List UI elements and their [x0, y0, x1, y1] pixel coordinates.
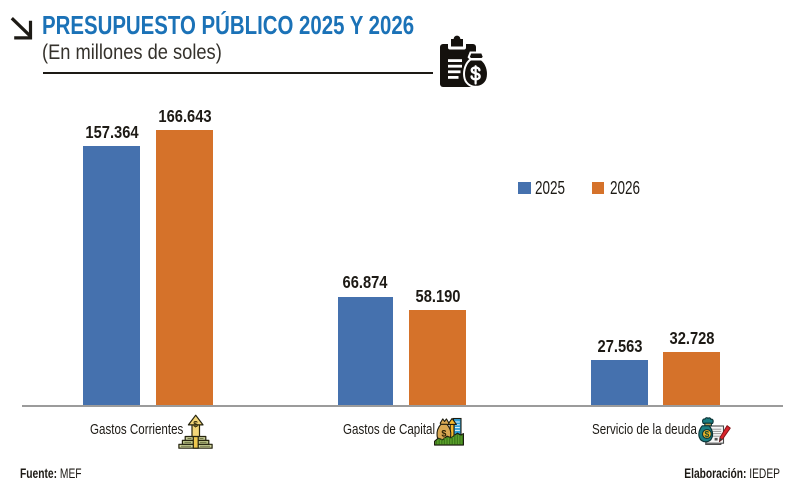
svg-text:$: $	[705, 429, 710, 439]
svg-text:$: $	[193, 419, 198, 429]
svg-text:$: $	[441, 428, 446, 438]
